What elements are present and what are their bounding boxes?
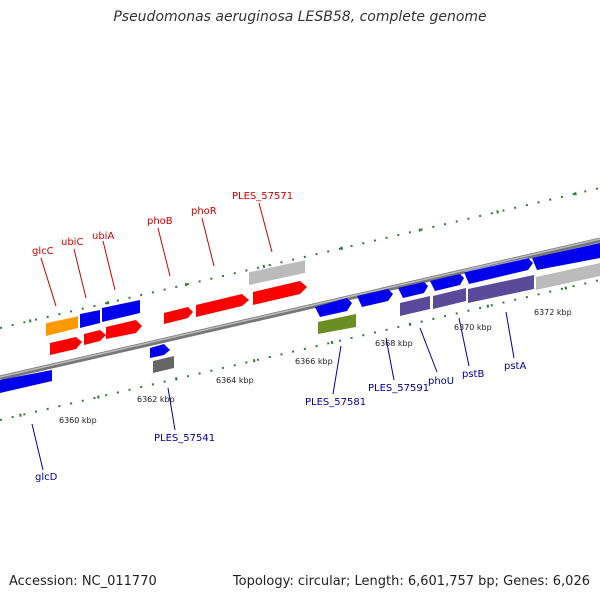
- axis-label: 6368 kbp: [375, 339, 413, 348]
- gene-label-glcC: glcC: [32, 246, 54, 257]
- leader-lines: [31, 202, 515, 471]
- gene-label-phoR: phoR: [191, 206, 217, 217]
- gene-red-2: [84, 330, 106, 345]
- axis-label: 6362 kbp: [137, 395, 175, 404]
- gene-label-glcD: glcD: [35, 472, 58, 483]
- gene-label-ubiC: ubiC: [61, 237, 83, 248]
- axis-label: 6366 kbp: [295, 357, 333, 366]
- gene-label-PLES_57581: PLES_57581: [305, 397, 366, 408]
- axis-label: 6370 kbp: [454, 323, 492, 332]
- gene-label-PLES_57591: PLES_57591: [368, 383, 429, 394]
- genome-summary-text: Topology: circular; Length: 6,601,757 bp…: [232, 574, 590, 589]
- reverse-gene-labels: glcD PLES_57541 PLES_57581 PLES_57591 ph…: [35, 361, 526, 483]
- gene-PLES_57581-green: [318, 314, 356, 334]
- gene-label-PLES_57541: PLES_57541: [154, 433, 215, 444]
- gene-dark-gray: [153, 356, 174, 373]
- gene-ubiC: [80, 310, 100, 328]
- genome-backbone: [0, 237, 600, 381]
- gene-pstA-blue: [464, 258, 533, 284]
- gene-label-phoU: phoU: [428, 376, 454, 387]
- map-title: Pseudomonas aeruginosa LESB58, complete …: [113, 9, 487, 25]
- axis-label: 6372 kbp: [534, 308, 572, 317]
- gene-phoU-blue: [398, 282, 428, 298]
- gene-label-pstA: pstA: [504, 361, 526, 372]
- gene-label-ubiA: ubiA: [92, 231, 114, 242]
- gene-PLES_57591: [357, 289, 393, 307]
- gene-phoB: [164, 307, 193, 324]
- gene-PLES_57541: [150, 344, 170, 358]
- gene-gray-right: [536, 263, 600, 290]
- gene-glcC: [46, 316, 78, 336]
- gene-ubiA: [102, 300, 140, 322]
- axis-labels: 6360 kbp 6362 kbp 6364 kbp 6366 kbp 6368…: [59, 308, 572, 425]
- gene-glcD: [0, 370, 52, 393]
- gene-phoR: [196, 294, 249, 317]
- gene-red-1: [50, 337, 82, 355]
- gene-blue-right: [532, 243, 600, 270]
- gene-label-phoB: phoB: [147, 216, 173, 227]
- gene-red-4: [253, 281, 307, 305]
- forward-gene-labels: glcC ubiC ubiA phoB phoR PLES_57571: [32, 191, 293, 257]
- axis-label: 6364 kbp: [216, 376, 254, 385]
- gene-pstA: [468, 275, 534, 303]
- gene-pstB: [433, 288, 466, 309]
- gene-features: [0, 243, 600, 393]
- gene-pstB-blue: [430, 274, 464, 291]
- gene-label-pstB: pstB: [462, 369, 484, 380]
- gene-PLES_57571: [249, 260, 305, 285]
- gene-phoU: [400, 296, 430, 316]
- gene-blue-1: [315, 298, 352, 317]
- reverse-ruler: [0, 278, 600, 422]
- gene-label-PLES_57571: PLES_57571: [232, 191, 293, 202]
- axis-label: 6360 kbp: [59, 416, 97, 425]
- accession-text: Accession: NC_011770: [9, 574, 157, 589]
- gene-shading: [45, 257, 529, 324]
- gene-red-3: [106, 320, 142, 339]
